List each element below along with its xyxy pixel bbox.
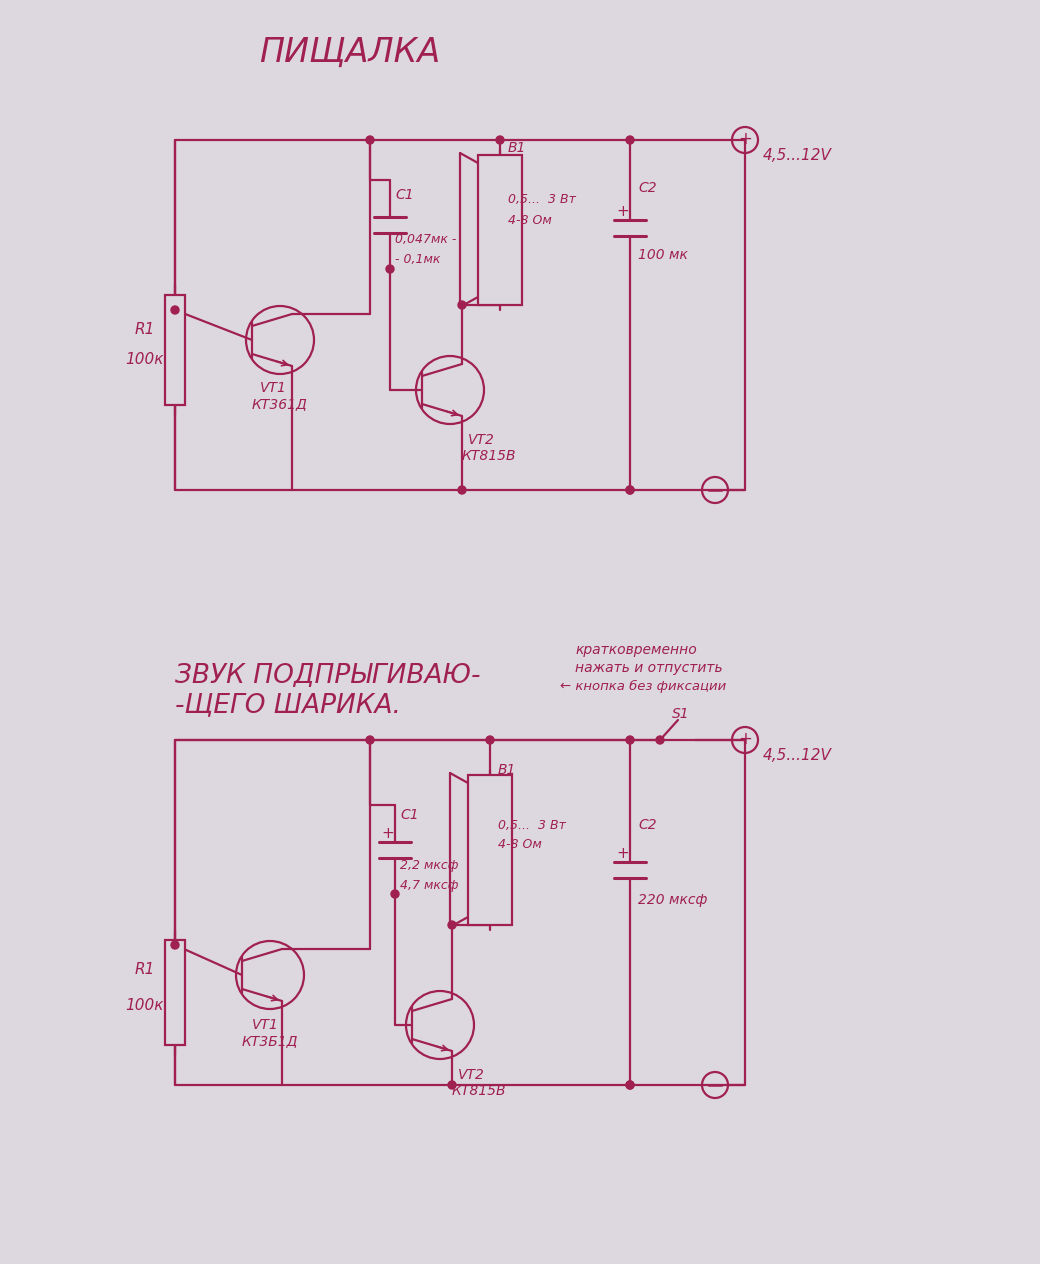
Text: КТ815В: КТ815В	[452, 1085, 506, 1098]
Circle shape	[391, 890, 399, 897]
Text: +: +	[738, 130, 752, 148]
Text: 0,5...  3 Вт: 0,5... 3 Вт	[498, 819, 566, 832]
Text: VT2: VT2	[468, 434, 495, 447]
Text: 4-8 Ом: 4-8 Ом	[498, 838, 542, 852]
Circle shape	[626, 485, 634, 494]
Text: ЗВУК ПОДПРЫГИВАЮ-: ЗВУК ПОДПРЫГИВАЮ-	[175, 662, 480, 688]
Bar	[478, 155, 522, 305]
Circle shape	[626, 485, 634, 494]
Text: +: +	[616, 204, 629, 219]
Circle shape	[496, 137, 504, 144]
Circle shape	[171, 306, 179, 313]
Text: 100к: 100к	[125, 997, 163, 1012]
Text: −: −	[708, 1076, 722, 1095]
Bar	[165, 295, 185, 404]
Text: 0,5...  3 Вт: 0,5... 3 Вт	[508, 193, 576, 206]
Text: 4-8 Ом: 4-8 Ом	[508, 214, 552, 226]
Text: −: −	[708, 482, 722, 499]
Text: КТ361Д: КТ361Д	[252, 397, 308, 411]
Text: В1: В1	[498, 763, 517, 777]
Text: кратковременно: кратковременно	[575, 643, 697, 657]
Circle shape	[448, 1081, 456, 1090]
Circle shape	[656, 736, 664, 744]
Text: 4,5...12V: 4,5...12V	[763, 148, 832, 163]
Text: S1: S1	[672, 707, 690, 720]
Bar	[165, 940, 185, 1045]
Circle shape	[626, 1081, 634, 1090]
Text: В1: В1	[508, 142, 526, 155]
Circle shape	[458, 301, 466, 308]
Circle shape	[626, 137, 634, 144]
Circle shape	[171, 940, 179, 949]
Text: ← кнопка без фиксации: ← кнопка без фиксации	[560, 680, 726, 693]
Text: 0,047мк -: 0,047мк -	[395, 234, 457, 246]
Circle shape	[448, 921, 456, 929]
Text: 100 мк: 100 мк	[638, 248, 687, 262]
Circle shape	[486, 736, 494, 744]
Text: +: +	[738, 731, 752, 748]
Text: 4,7 мксф: 4,7 мксф	[400, 878, 459, 891]
Text: R1: R1	[135, 322, 155, 337]
Text: С1: С1	[400, 808, 419, 822]
Text: - 0,1мк: - 0,1мк	[395, 254, 440, 267]
Text: R1: R1	[135, 962, 155, 977]
Text: КТ815В: КТ815В	[462, 449, 517, 463]
Text: 220 мксф: 220 мксф	[638, 892, 707, 908]
Text: +: +	[381, 827, 394, 842]
Text: -ЩЕГО ШАРИКА.: -ЩЕГО ШАРИКА.	[175, 691, 400, 718]
Text: 4,5...12V: 4,5...12V	[763, 747, 832, 762]
Text: 100к: 100к	[125, 353, 163, 368]
Text: нажать и отпустить: нажать и отпустить	[575, 661, 723, 675]
Text: С2: С2	[638, 181, 656, 195]
Text: 2,2 мксф: 2,2 мксф	[400, 858, 459, 871]
Circle shape	[458, 485, 466, 494]
Text: +: +	[616, 847, 629, 862]
Text: ПИЩАЛКА: ПИЩАЛКА	[259, 35, 441, 68]
Text: КТ3Б1Д: КТ3Б1Д	[242, 1034, 298, 1048]
Circle shape	[366, 736, 374, 744]
Text: VT1: VT1	[260, 380, 287, 394]
Text: VT2: VT2	[458, 1068, 485, 1082]
Circle shape	[626, 736, 634, 744]
Circle shape	[366, 137, 374, 144]
Text: С1: С1	[395, 188, 414, 202]
Circle shape	[386, 265, 394, 273]
Text: VT1: VT1	[252, 1018, 279, 1031]
Circle shape	[626, 1081, 634, 1090]
Text: С2: С2	[638, 818, 656, 832]
Bar	[468, 775, 512, 925]
